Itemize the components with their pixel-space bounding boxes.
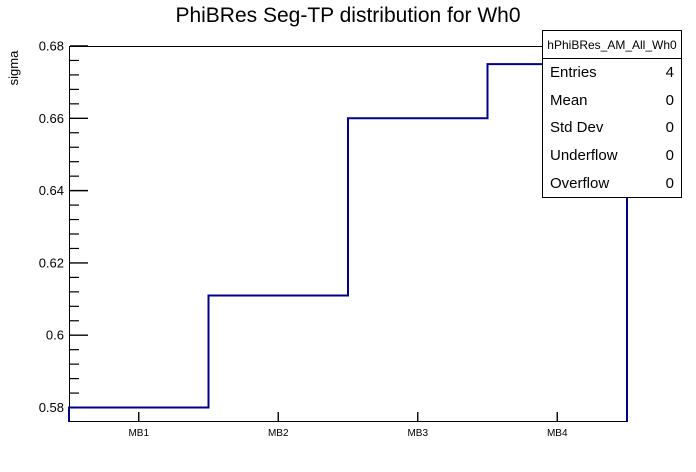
y-tick-label: 0.58: [39, 400, 64, 415]
stats-value: 0: [665, 119, 674, 137]
stats-value: 4: [665, 64, 674, 82]
y-tick-label: 0.64: [39, 183, 64, 198]
stats-rows: Entries 4 Mean 0 Std Dev 0 Underflow 0 O…: [543, 59, 681, 197]
x-tick-label: MB4: [547, 428, 568, 439]
stats-row-entries: Entries 4: [543, 59, 681, 87]
stats-label: Overflow: [550, 174, 610, 192]
y-tick-label: 0.6: [46, 328, 64, 343]
y-tick-label: 0.62: [39, 255, 64, 270]
x-tick-label: MB3: [407, 428, 428, 439]
y-tick-label: 0.66: [39, 111, 64, 126]
stats-label: Entries: [550, 64, 597, 82]
stats-value: 0: [665, 91, 674, 109]
stats-value: 0: [665, 147, 674, 165]
stats-label: Underflow: [550, 147, 618, 165]
stats-row-underflow: Underflow 0: [543, 142, 681, 170]
x-tick-label: MB2: [268, 428, 289, 439]
stats-label: Mean: [550, 91, 588, 109]
stats-row-overflow: Overflow 0: [543, 169, 681, 197]
stats-box-title: hPhiBRes_AM_All_Wh0: [543, 31, 681, 59]
stats-box: hPhiBRes_AM_All_Wh0 Entries 4 Mean 0 Std…: [542, 30, 682, 198]
y-tick-label: 0.68: [39, 39, 64, 54]
stats-value: 0: [665, 174, 674, 192]
chart-title: PhiBRes Seg-TP distribution for Wh0: [175, 4, 521, 27]
stats-row-stddev: Std Dev 0: [543, 114, 681, 142]
stats-row-mean: Mean 0: [543, 87, 681, 115]
x-tick-label: MB1: [128, 428, 149, 439]
stats-label: Std Dev: [550, 119, 604, 137]
